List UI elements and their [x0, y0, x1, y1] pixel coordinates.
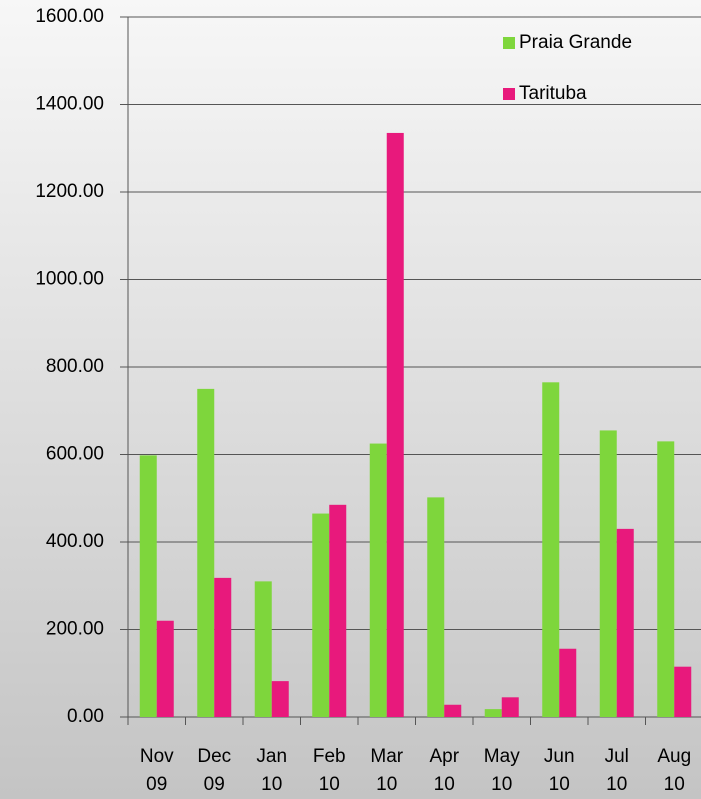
- y-tick-label: 1200.00: [35, 181, 104, 202]
- bar: [599, 430, 617, 717]
- x-tick-label: Jan 10: [256, 746, 287, 795]
- bar: [444, 704, 462, 717]
- x-tick-label: Aug 10: [657, 746, 691, 795]
- legend-swatch: [503, 37, 515, 49]
- legend-swatch: [503, 88, 515, 100]
- y-tick-label: 1600.00: [35, 6, 104, 27]
- bar: [197, 388, 215, 717]
- bar: [427, 497, 445, 717]
- bar: [214, 577, 232, 717]
- bar: [542, 382, 560, 717]
- bar: [386, 132, 404, 717]
- bar: [139, 455, 157, 717]
- bar: [616, 528, 634, 717]
- x-tick-label: Mar 10: [370, 746, 403, 795]
- bar: [484, 709, 502, 717]
- x-tick-label: Nov 09: [140, 746, 174, 795]
- y-tick-label: 1000.00: [35, 269, 104, 290]
- y-tick-label: 1400.00: [35, 94, 104, 115]
- y-tick-label: 800.00: [46, 356, 104, 377]
- y-tick-label: 0.00: [67, 706, 104, 727]
- bar: [254, 581, 272, 717]
- x-tick-label: Dec 09: [197, 746, 231, 795]
- legend-label: Praia Grande: [519, 32, 632, 53]
- y-tick-label: 200.00: [46, 619, 104, 640]
- y-tick-label: 400.00: [46, 531, 104, 552]
- bar: [501, 697, 519, 717]
- x-tick-label: Jul 10: [605, 746, 629, 795]
- bar: [312, 513, 330, 717]
- bar: [369, 443, 387, 717]
- x-tick-label: Jun 10: [544, 746, 575, 795]
- bar: [674, 666, 692, 717]
- y-tick-label: 600.00: [46, 444, 104, 465]
- bar: [657, 441, 675, 717]
- bar: [329, 504, 347, 717]
- x-tick-label: Apr 10: [429, 746, 459, 795]
- bar: [156, 620, 174, 717]
- x-tick-label: Feb 10: [313, 746, 346, 795]
- bar: [559, 648, 577, 717]
- bar: [271, 681, 289, 717]
- legend-label: Tarituba: [519, 83, 587, 104]
- x-tick-label: May 10: [484, 746, 520, 795]
